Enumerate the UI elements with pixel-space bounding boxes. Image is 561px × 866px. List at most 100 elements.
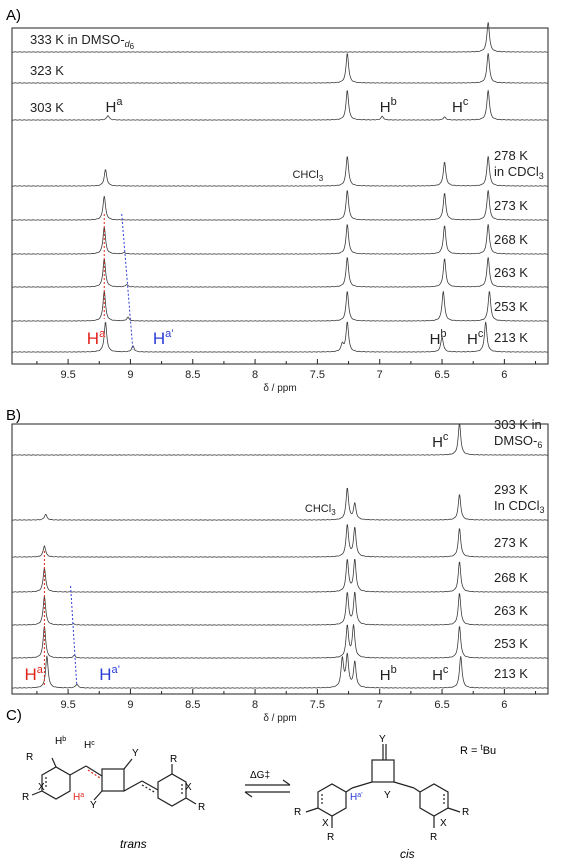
x-tick-label: 6.5 (434, 699, 449, 711)
x-tick-label: 9 (127, 369, 133, 381)
peak-guide-line (70, 585, 78, 687)
trace-label: 263 K (494, 603, 528, 618)
peak-annotation: Hc (432, 431, 449, 451)
peak-annotation: Hb (380, 96, 397, 116)
peak-annotation: Ha’ (153, 328, 174, 348)
plot-frame (11, 27, 549, 365)
trans-hb-label: Hb (55, 736, 66, 748)
x-tick-label: 8.5 (185, 369, 200, 381)
trans-label: trans (120, 837, 147, 851)
peak-annotation: CHCl3 (292, 169, 323, 183)
spectrum-trace (11, 257, 549, 288)
cis-label: cis (400, 847, 415, 861)
r-definition: R = tBu (460, 743, 496, 758)
trans-y2: Y (90, 800, 97, 811)
spectrum-trace (11, 591, 549, 626)
peak-guide-line (121, 213, 134, 351)
panel-label-b: B) (6, 407, 21, 424)
trans-cyclobutane (101, 768, 125, 792)
x-tick-label: 7 (377, 699, 383, 711)
panel-label-c: C) (6, 707, 22, 724)
trans-structure (31, 757, 197, 807)
x-tick-label: 6.5 (434, 369, 449, 381)
cis-ha-prime-label: Ha’ (350, 792, 363, 804)
x-tick-label: 8.5 (185, 699, 200, 711)
peak-annotation: Hb (430, 328, 447, 348)
scheme-labels: ΔG‡ trans cis R = tBu Hb Hc Ha R R X Y Y… (22, 734, 496, 861)
spectrum-trace (11, 423, 549, 456)
cis-structure (305, 744, 461, 828)
x-tick-label: 7 (377, 369, 383, 381)
trans-y1: Y (132, 748, 139, 759)
spectrum-trace (11, 156, 549, 187)
spectrum-trace (11, 190, 549, 221)
reaction-scheme (31, 744, 461, 828)
trans-x2: X (185, 782, 192, 793)
delta-g-label: ΔG‡ (250, 770, 270, 781)
spectrum-trace (11, 524, 549, 558)
chart-panel-b: 9.5 9 8.5 8 7.5 7 6.5 6 δ / ppm 303 K in DMSO-6 293… (11, 417, 549, 724)
trans-x1: X (38, 782, 45, 793)
trans-r2: R (22, 792, 29, 803)
trans-hc-label: Hc (84, 740, 95, 752)
x-tick-label: 7.5 (310, 699, 325, 711)
equilibrium-arrows (244, 779, 291, 798)
trace-label: 273 K (494, 535, 528, 550)
trace-label: 213 K (494, 666, 528, 681)
trace-label: 253 K (494, 299, 528, 314)
x-tick-label: 9.5 (60, 369, 75, 381)
spectrum-trace (11, 224, 549, 255)
cis-r3: R (462, 807, 469, 818)
peak-annotation: Ha (24, 664, 43, 684)
cis-cyclobutane (371, 759, 395, 783)
trace-label: 303 K (30, 100, 64, 115)
panel-label-a: A) (6, 7, 21, 24)
peak-annotation: Hc (467, 328, 484, 348)
spectrum-trace (11, 90, 549, 121)
cis-r1: R (294, 807, 301, 818)
x-axis-label: δ / ppm (263, 383, 296, 394)
trace-label: 293 K In CDCl3 (494, 482, 545, 515)
trans-r3: R (170, 754, 177, 765)
spectrum-trace (11, 291, 549, 322)
peak-annotation: Hc (452, 96, 469, 116)
spectrum-trace (11, 22, 549, 53)
peak-annotation: Ha (105, 96, 123, 116)
spectrum-trace (11, 652, 549, 689)
trace-label: 213 K (494, 330, 528, 345)
spectrum-trace (11, 321, 549, 353)
cis-r4: R (430, 832, 437, 843)
cis-r2: R (327, 832, 334, 843)
spectrum-trace (11, 624, 549, 659)
x-tick-label: 8 (252, 369, 258, 381)
cis-x2: X (440, 818, 447, 829)
x-tick-label: 8 (252, 699, 258, 711)
peak-annotation: Hc (432, 664, 449, 684)
x-tick-label: 9 (127, 699, 133, 711)
x-tick-label: 7.5 (310, 369, 325, 381)
trace-label: 253 K (494, 636, 528, 651)
trace-label: 333 K in DMSO-d6 (30, 32, 135, 51)
trans-ha-label: Ha (73, 792, 84, 804)
peak-annotation: Ha (87, 328, 106, 348)
peak-annotation: Ha’ (99, 664, 120, 684)
trace-label: 323 K (30, 63, 64, 78)
trace-label: 303 K in DMSO-6 (494, 417, 542, 450)
trace-label: 268 K (494, 232, 528, 247)
cis-y1: Y (379, 734, 386, 745)
x-tick-label: 9.5 (60, 699, 75, 711)
cis-x1: X (322, 818, 329, 829)
spectrum-trace (11, 53, 549, 84)
x-tick-label: 6 (501, 369, 507, 381)
trans-r1: R (26, 752, 33, 763)
chart-panel-a: 9.5 9 8.5 8 7.5 7 6.5 6 δ / ppm 333 K in DMSO-d6 3… (11, 22, 549, 394)
peak-annotation: Hb (380, 664, 397, 684)
x-tick-label: 6 (501, 699, 507, 711)
trace-label: 273 K (494, 198, 528, 213)
x-axis-label: δ / ppm (263, 713, 296, 724)
spectrum-trace (11, 558, 549, 593)
trace-label: 268 K (494, 570, 528, 585)
peak-annotation: CHCl3 (305, 503, 336, 517)
